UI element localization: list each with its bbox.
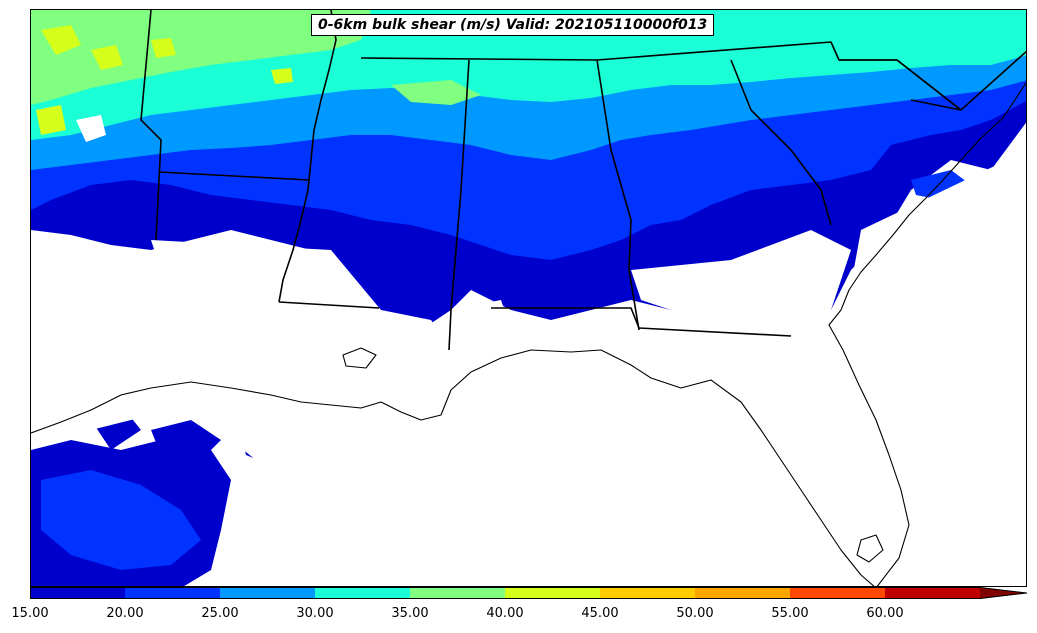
state-border-mississippi-river xyxy=(278,10,337,303)
colorbar-tick-label: 30.00 xyxy=(296,606,334,621)
colorbar-tick-label: 40.00 xyxy=(486,606,524,621)
colorbar-segment xyxy=(695,587,791,599)
colorbar-extend-arrow xyxy=(980,587,1027,599)
state-border-la-ms xyxy=(278,301,380,309)
geographic-borders xyxy=(31,10,1026,586)
colorbar-tick-label: 50.00 xyxy=(676,606,714,621)
colorbar-segment xyxy=(315,587,411,599)
map-title: 0-6km bulk shear (m/s) Valid: 2021051100… xyxy=(311,14,715,36)
state-border-sc-nc xyxy=(839,59,962,111)
state-border-nc-va xyxy=(910,50,1026,111)
shear-fill-35-40 xyxy=(31,10,481,105)
colorbar-tick-label: 60.00 xyxy=(866,606,904,621)
colorbar-segment xyxy=(220,587,316,599)
state-border-al-ga xyxy=(596,59,640,331)
colorbar xyxy=(30,587,1028,599)
shear-fill-40-45 xyxy=(36,25,293,135)
clear-areas xyxy=(31,115,1026,586)
colorbar-tick-label: 20.00 xyxy=(106,606,144,621)
colorbar-outline xyxy=(30,587,1028,599)
gulf-coastline xyxy=(31,349,875,586)
state-border-tx-ar xyxy=(140,10,162,241)
lake-okeechobee xyxy=(856,534,884,563)
colorbar-segment xyxy=(885,587,981,599)
colorbar-tick-label: 55.00 xyxy=(771,606,809,621)
colorbar-segment xyxy=(600,587,696,599)
state-border-ga-sc xyxy=(730,59,832,226)
colorbar-tick-label: 45.00 xyxy=(581,606,619,621)
colorbar-segment xyxy=(505,587,601,599)
colorbar-segment xyxy=(125,587,221,599)
colorbar-tick-label: 15.00 xyxy=(11,606,49,621)
state-border-ms-al xyxy=(448,59,470,351)
colorbar-segment xyxy=(30,587,126,599)
colorbar-tick-label: 25.00 xyxy=(201,606,239,621)
atlantic-coastline xyxy=(828,82,1026,586)
shear-map xyxy=(31,10,1026,586)
state-border-ar-la xyxy=(158,171,310,181)
colorbar-segment xyxy=(410,587,506,599)
state-border-fl-north xyxy=(491,307,792,337)
colorbar-tick-label: 35.00 xyxy=(391,606,429,621)
colorbar-segment xyxy=(790,587,886,599)
lake-pontchartrain xyxy=(342,347,377,369)
map-panel xyxy=(30,9,1027,587)
